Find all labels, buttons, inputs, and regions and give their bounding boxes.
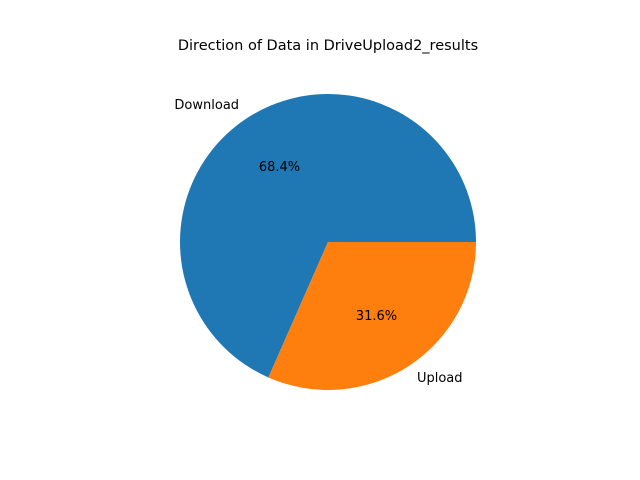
slice-label-upload: Upload [417,371,463,386]
chart-title: Direction of Data in DriveUpload2_result… [178,38,478,54]
slice-label-download: Download [174,98,239,113]
pie-slice-upload [268,242,476,390]
slice-percent-download: 68.4% [259,160,300,175]
pie-slices [180,94,477,390]
pie-labels: Download 68.4% Upload 31.6% [174,98,462,386]
pie-slice-download [180,94,477,378]
slice-percent-upload: 31.6% [356,309,397,324]
